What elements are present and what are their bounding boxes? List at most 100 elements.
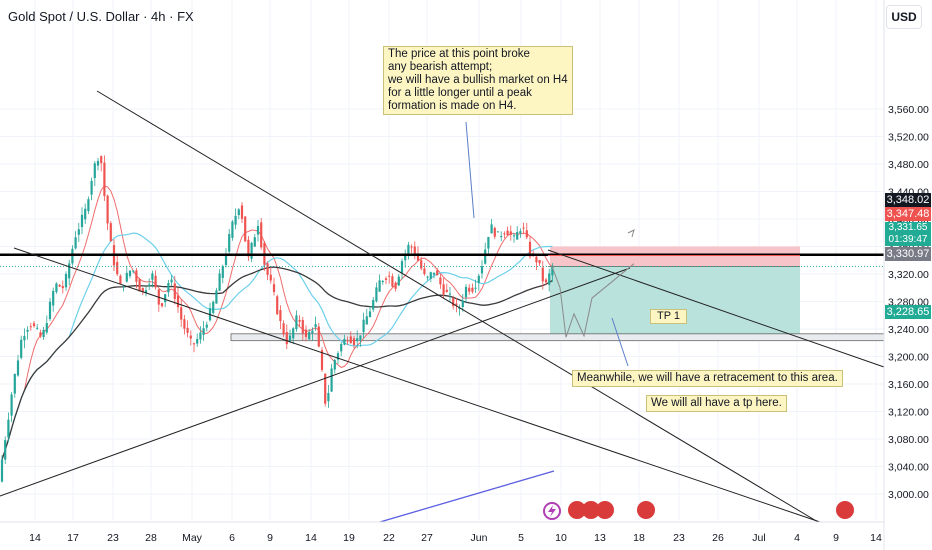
candle-body <box>71 248 74 264</box>
candle-body <box>96 160 100 166</box>
candle-body <box>279 310 282 322</box>
candle-body <box>327 393 330 402</box>
y-tick-label: 3,200.00 <box>888 352 929 364</box>
tp1-label[interactable]: TP 1 <box>650 309 688 324</box>
candle-body <box>16 360 20 376</box>
candle-body <box>74 237 77 249</box>
candle-body <box>250 242 253 259</box>
drawings[interactable] <box>0 90 885 523</box>
candle-body <box>77 229 80 235</box>
candle-body <box>253 237 256 247</box>
candle-body <box>535 256 538 263</box>
stop-price-label: 3,347.48 <box>885 207 931 221</box>
candle-body <box>368 311 372 318</box>
candle-body <box>199 332 202 340</box>
candle-body <box>445 289 448 293</box>
us-flag-icon[interactable] <box>596 501 614 519</box>
candle-body <box>90 180 93 195</box>
candle-body <box>429 272 432 279</box>
note-bullish[interactable]: The price at this point broke any bearis… <box>383 46 573 115</box>
candle-body <box>68 263 71 279</box>
candle-body <box>314 324 317 328</box>
y-tick-label: 3,160.00 <box>888 379 929 391</box>
candle-body <box>176 295 180 308</box>
candlesticks <box>0 155 554 483</box>
candle-body <box>365 316 368 325</box>
candle-body <box>522 227 525 229</box>
candle-body <box>128 270 132 277</box>
x-tick-label: May <box>182 532 203 544</box>
us-flag-icon[interactable] <box>568 501 586 519</box>
candle-body <box>224 254 228 266</box>
candle-body <box>308 332 311 340</box>
us-flag-icon[interactable] <box>582 501 600 519</box>
candle-body <box>410 246 413 248</box>
candle-body <box>528 241 532 257</box>
trendline-right <box>547 249 885 368</box>
x-tick-label: 5 <box>518 532 524 544</box>
candle-body <box>503 233 506 235</box>
currency-button[interactable]: USD <box>886 5 922 29</box>
x-tick-label: 19 <box>343 532 355 544</box>
candle-body <box>109 223 112 242</box>
y-tick-label: 3,480.00 <box>888 159 929 171</box>
candle-body <box>442 284 445 295</box>
x-tick-label: 14 <box>29 532 41 544</box>
us-flag-icon[interactable] <box>637 501 655 519</box>
candle-body <box>509 231 512 235</box>
candle-body <box>352 338 356 345</box>
candle-body <box>432 272 436 275</box>
candle-body <box>26 329 29 332</box>
x-tick-label: 4 <box>794 532 800 544</box>
candle-body <box>436 270 439 276</box>
candle-body <box>48 301 52 320</box>
candle-body <box>372 300 375 310</box>
candle-body <box>256 226 260 235</box>
note-retracement[interactable]: Meanwhile, we will have a retracement to… <box>572 370 843 387</box>
candle-body <box>452 298 455 307</box>
y-tick-label: 3,000.00 <box>888 489 929 501</box>
candle-body <box>458 307 461 310</box>
candle-body <box>61 286 64 289</box>
candle-body <box>237 209 240 216</box>
candle-body <box>122 285 125 288</box>
x-tick-label: 17 <box>67 532 79 544</box>
candle-body <box>135 270 138 282</box>
candle-body <box>106 195 109 224</box>
candle-body <box>484 249 487 264</box>
ma-slow-line <box>1 266 553 460</box>
candle-body <box>272 284 276 293</box>
candle-body <box>212 301 215 313</box>
x-tick-label: 26 <box>712 532 724 544</box>
y-tick-label: 3,560.00 <box>888 104 929 116</box>
candle-body <box>477 275 480 283</box>
candle-body <box>55 283 58 292</box>
projection-arrowhead <box>627 229 635 238</box>
candle-body <box>282 323 285 335</box>
candle-body <box>413 246 416 256</box>
candle-body <box>170 279 173 283</box>
candle-body <box>29 326 32 328</box>
candle-body <box>292 328 295 339</box>
candle-body <box>538 259 541 264</box>
x-tick-label: 28 <box>145 532 157 544</box>
candle-body <box>20 339 23 358</box>
candle-body <box>496 231 500 233</box>
ma-fast-line <box>1 185 553 460</box>
note-tp[interactable]: We will all have a tp here. <box>646 395 787 412</box>
note-arrow-top <box>465 121 475 219</box>
us-flag-icon[interactable] <box>836 501 854 519</box>
x-tick-label: 14 <box>870 532 882 544</box>
symbol-title[interactable]: Gold Spot / U.S. Dollar · 4h · FX <box>8 9 194 24</box>
candle-body <box>541 267 544 282</box>
candle-body <box>23 336 26 341</box>
x-tick-label: 27 <box>421 532 433 544</box>
flash-icon[interactable] <box>543 502 561 520</box>
candle-body <box>221 266 224 278</box>
candle-body <box>420 260 423 269</box>
note-arrow-mid <box>611 317 629 367</box>
candle-body <box>461 300 464 307</box>
ma-price-label: 3,330.97 <box>885 247 931 261</box>
candle-body <box>64 273 68 288</box>
